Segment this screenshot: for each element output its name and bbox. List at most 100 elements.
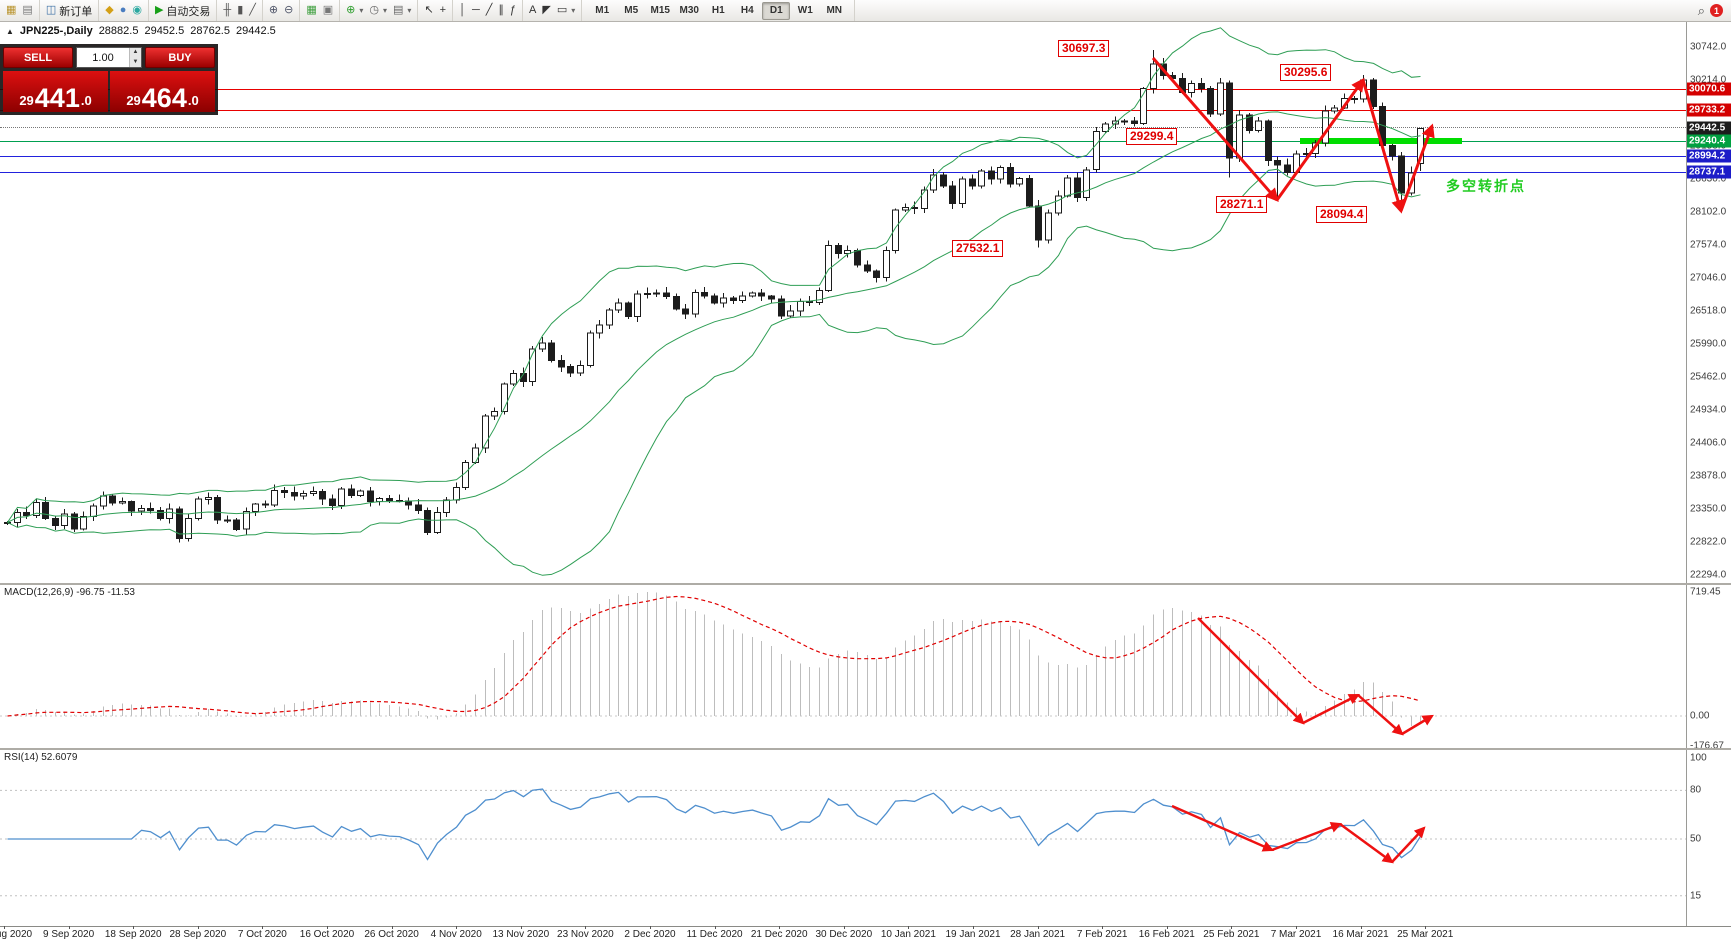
time-axis-tick	[1360, 926, 1362, 929]
timeframe-mn-button[interactable]: MN	[826, 5, 843, 16]
new-chart-button[interactable]: ▦	[4, 2, 18, 19]
ohlc-open: 28882.5	[98, 25, 139, 37]
lot-size-value[interactable]: 1.00	[92, 51, 114, 64]
horizontal-line-object[interactable]	[0, 109, 1686, 111]
panel-separator[interactable]	[0, 748, 1731, 750]
market-watch-button[interactable]: ●	[118, 2, 129, 19]
timeframe-m5-button[interactable]: M5	[624, 5, 639, 16]
buy-button[interactable]: BUY	[145, 47, 215, 68]
macd-axis-label: -176.67	[1690, 740, 1724, 752]
auto-trading-button[interactable]: ▶ 自动交易	[153, 2, 212, 19]
text-tool-icon: A	[529, 4, 537, 16]
lot-step-up-icon[interactable]: ▲	[130, 48, 141, 58]
price-axis-label: 28630.0	[1690, 173, 1727, 185]
time-axis-label: 7 Feb 2021	[1076, 929, 1128, 940]
new-order-label: 新订单	[59, 5, 93, 18]
search-icon[interactable]: ⌕	[1697, 2, 1705, 18]
trendline-button[interactable]: ╱	[484, 2, 495, 19]
horizontal-line-object[interactable]	[0, 127, 1686, 129]
periods-icon: ◷	[369, 4, 379, 16]
price-axis-label: 27046.0	[1690, 272, 1727, 284]
periods-dropdown-icon[interactable]: ▾	[383, 6, 388, 15]
timeframe-w1-button[interactable]: W1	[797, 5, 813, 16]
chart-bars-button[interactable]: ╫	[221, 2, 233, 19]
timeframe-m1-button[interactable]: M1	[595, 5, 610, 16]
indicators-dropdown-icon[interactable]: ▾	[359, 6, 364, 15]
zoom-in-button[interactable]: ⊕	[267, 2, 280, 19]
macd-signal-line	[7, 595, 1421, 717]
zoom-out-button[interactable]: ⊖	[282, 2, 295, 19]
horizontal-line-button[interactable]: ─	[470, 2, 482, 19]
market-watch-icon: ●	[119, 4, 127, 16]
chart-candles-button[interactable]: ▮	[235, 2, 245, 19]
price-annotation-box[interactable]: 27532.1	[952, 240, 1004, 257]
indicators-icon: ⊕	[346, 4, 356, 16]
timeframe-h4-button[interactable]: H4	[740, 5, 754, 16]
templates-dropdown-icon[interactable]: ▾	[407, 6, 412, 15]
time-axis-tick	[585, 926, 587, 929]
tile-windows-button[interactable]: ▦	[304, 2, 318, 19]
price-annotation-box[interactable]: 28094.4	[1316, 206, 1368, 223]
zoom-out-icon: ⊖	[284, 4, 294, 16]
price-annotation-box[interactable]: 30295.6	[1280, 64, 1332, 81]
horizontal-line-object[interactable]	[0, 88, 1686, 90]
time-axis-label: 4 Nov 2020	[430, 929, 482, 940]
price-axis-label: 30214.0	[1690, 74, 1727, 86]
metaeditor-icon: ◆	[105, 4, 114, 16]
support-zone-highlight[interactable]	[1300, 137, 1462, 144]
bollinger-lower-band	[7, 168, 1421, 576]
auto-arrange-button[interactable]: ▣	[321, 2, 335, 19]
lot-size-field[interactable]: 1.00 ▲ ▼	[76, 47, 142, 68]
indicators-button[interactable]: ⊕ ▾	[344, 2, 365, 19]
horizontal-line-object[interactable]	[0, 171, 1686, 173]
buy-price-big-digits: 464	[141, 82, 187, 113]
price-annotation-box[interactable]: 30697.3	[1058, 40, 1110, 57]
toolbar-group: ◫ 新订单	[40, 0, 100, 21]
timeframe-d1-button[interactable]: D1	[762, 1, 791, 20]
new-order-button[interactable]: ◫ 新订单	[44, 2, 94, 19]
new-chart-icon: ▦	[6, 4, 17, 16]
community-button[interactable]: ◉	[130, 2, 144, 19]
timeframe-h1-button[interactable]: H1	[711, 5, 725, 16]
shapes-button[interactable]: ▭ ▾	[555, 2, 577, 19]
rsi-line	[7, 788, 1422, 861]
arrows-tool-button[interactable]: ◤	[540, 2, 552, 19]
time-axis-tick	[197, 926, 199, 929]
time-axis-tick	[1425, 926, 1427, 929]
time-axis-tick	[650, 926, 651, 929]
time-axis-tick	[1296, 926, 1297, 929]
sell-price[interactable]: 29 441 .0	[3, 71, 108, 112]
time-axis-tick	[1102, 926, 1104, 929]
rsi-trend-arrow	[1339, 822, 1394, 864]
lot-step-down-icon[interactable]: ▼	[130, 57, 141, 67]
text-tool-button[interactable]: A	[527, 2, 538, 19]
templates-button[interactable]: ▤ ▾	[391, 2, 413, 19]
cursor-button[interactable]: ↖	[422, 2, 435, 19]
chart-line-button[interactable]: ╱	[247, 2, 258, 19]
vertical-line-button[interactable]: │	[457, 2, 468, 19]
panel-separator[interactable]	[0, 583, 1731, 585]
price-tag: 29733.2	[1687, 103, 1731, 117]
timeframe-m15-button[interactable]: M15	[650, 5, 670, 16]
toolbar-group: ╫ ▮ ╱	[217, 0, 263, 21]
rsi-axis-label: 100	[1690, 752, 1707, 764]
channel-button[interactable]: ∥	[496, 2, 506, 19]
crosshair-button[interactable]: +	[438, 2, 448, 19]
fibonacci-button[interactable]: ƒ	[508, 2, 518, 19]
sell-button[interactable]: SELL	[3, 47, 73, 68]
ohlc-high: 29452.5	[144, 25, 185, 37]
toolbar-group: │ ─ ╱ ∥ ƒ	[453, 0, 524, 21]
buy-price[interactable]: 29 464 .0	[110, 71, 215, 112]
notification-badge[interactable]: 1	[1710, 4, 1723, 17]
timeframe-m30-button[interactable]: M30	[679, 5, 699, 16]
turning-point-note[interactable]: 多空转折点	[1446, 178, 1526, 194]
horizontal-line-object[interactable]	[0, 155, 1686, 157]
periods-button[interactable]: ◷ ▾	[367, 2, 389, 19]
shapes-dropdown-icon[interactable]: ▾	[571, 6, 576, 15]
price-annotation-box[interactable]: 28271.1	[1216, 196, 1268, 213]
metaeditor-button[interactable]: ◆	[103, 2, 115, 19]
macd-indicator-label: MACD(12,26,9) -96.75 -11.53	[4, 587, 135, 598]
price-annotation-box[interactable]: 29299.4	[1126, 128, 1178, 145]
ohlc-close: 29442.5	[235, 25, 276, 37]
chart-profiles-button[interactable]: ▤	[20, 2, 34, 19]
